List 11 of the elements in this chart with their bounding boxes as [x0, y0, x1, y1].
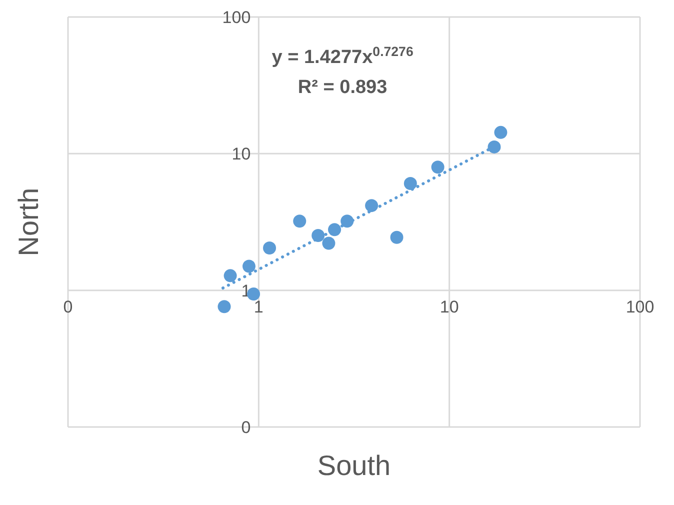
- annotation: R² = 0.893: [298, 77, 388, 98]
- y-tick-label: 0: [241, 418, 251, 437]
- y-axis-title: North: [13, 188, 44, 256]
- y-tick-label: 100: [222, 8, 251, 27]
- y-tick-label: 10: [232, 144, 251, 164]
- x-tick-label: 1: [254, 297, 264, 316]
- x-axis-title: South: [317, 450, 391, 481]
- x-tick-label: 10: [440, 297, 459, 316]
- x-tick-label: 100: [626, 297, 654, 316]
- x-tick-label: 0: [63, 297, 73, 316]
- annotation: y = 1.4277x$^{0.7276}$: [272, 44, 414, 68]
